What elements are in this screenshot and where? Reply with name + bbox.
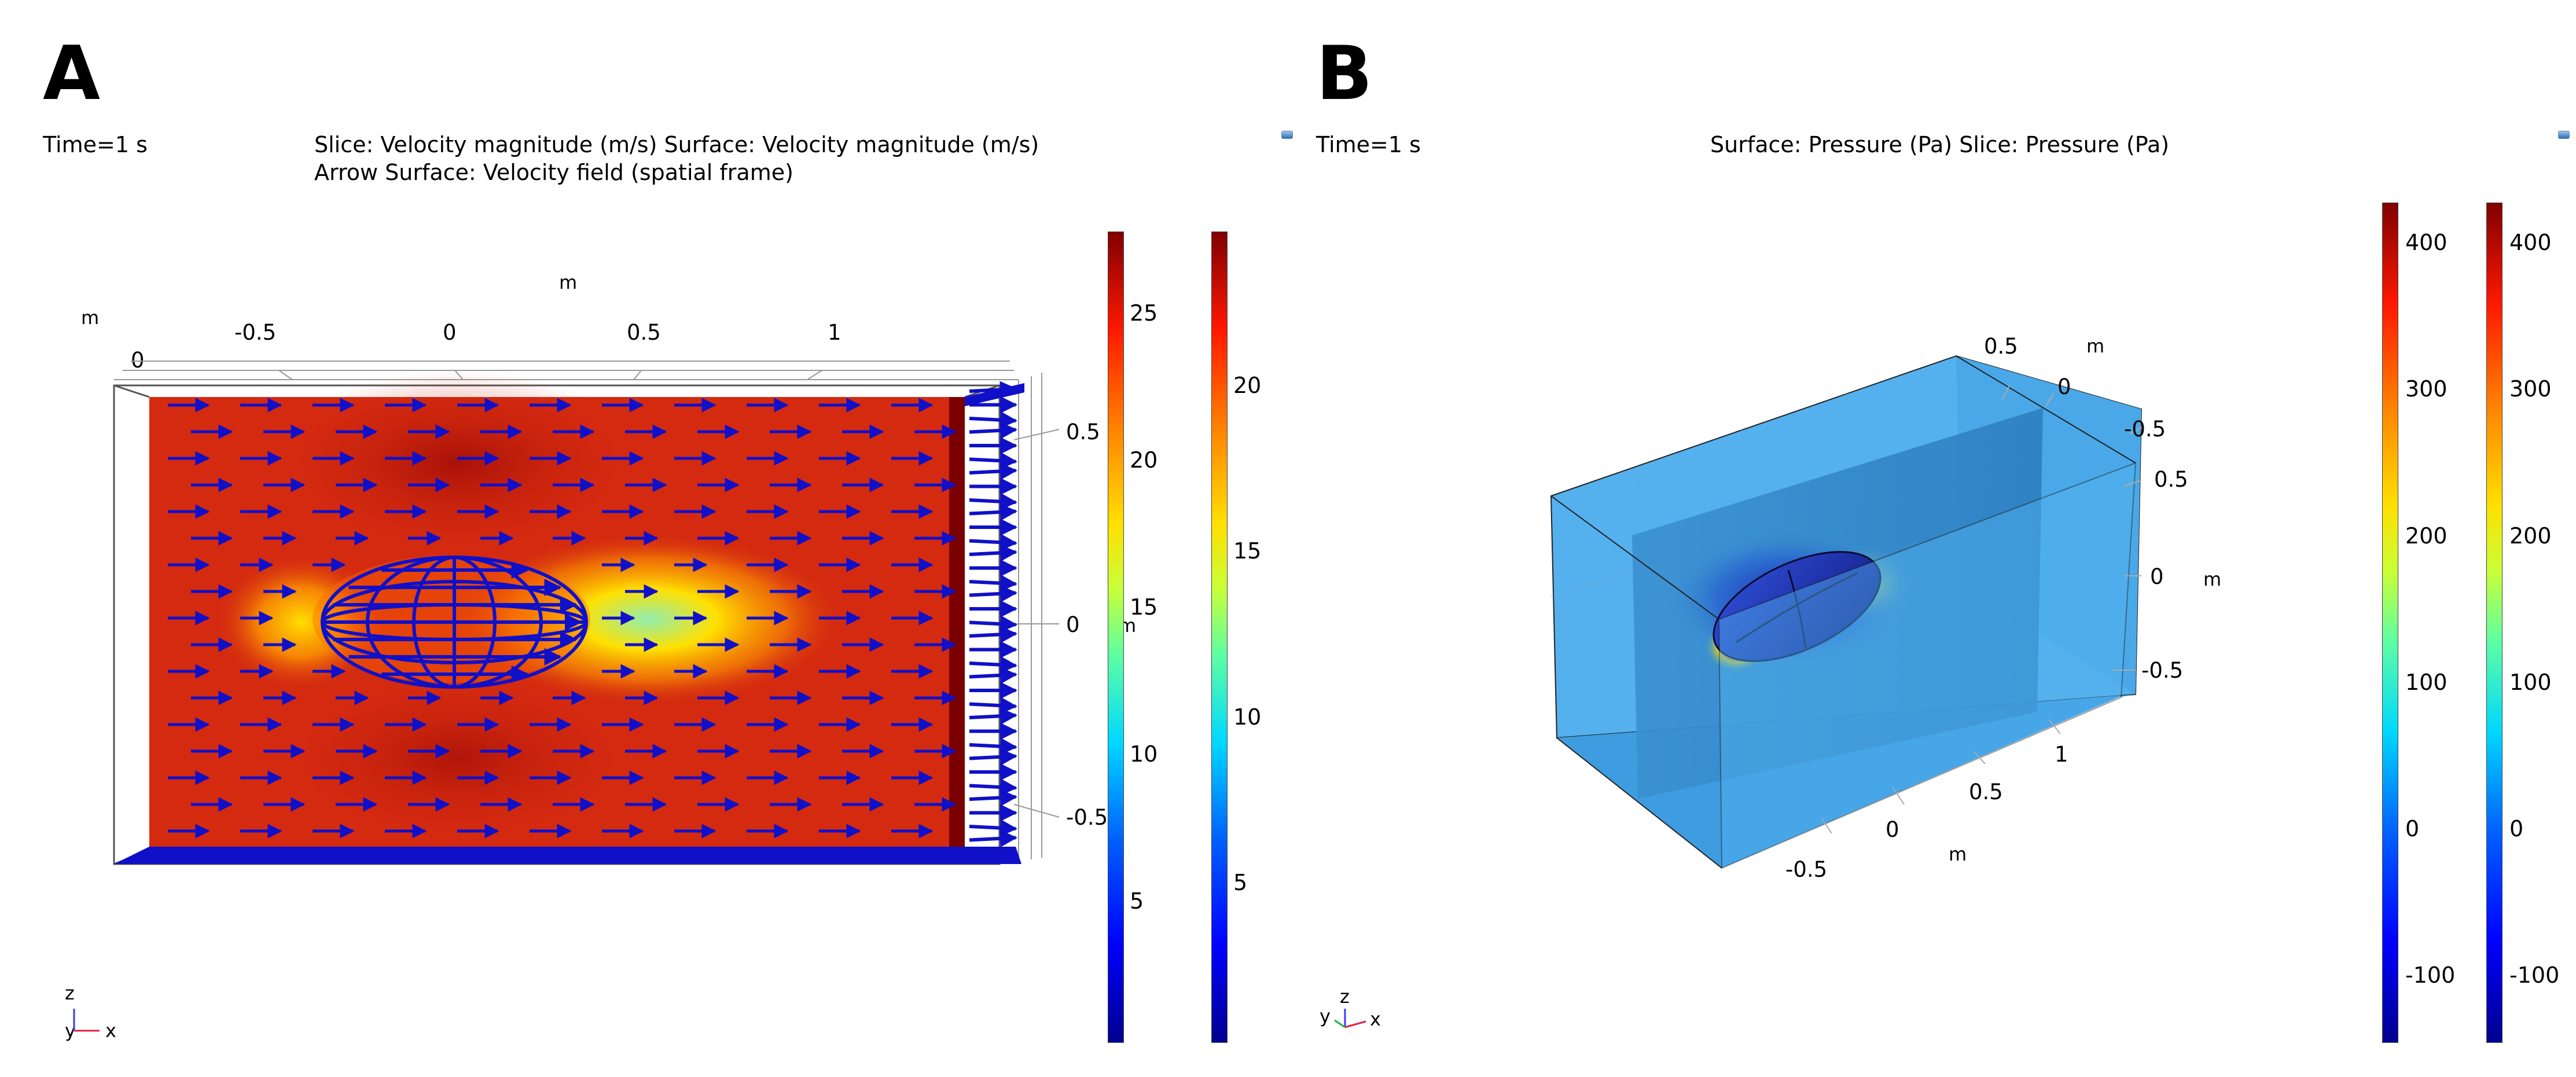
- tick-top: 0: [2057, 374, 2071, 399]
- colorbar-tick: 15: [1233, 538, 1262, 564]
- export-icon[interactable]: [2558, 131, 2570, 139]
- outlet-arrow: [969, 626, 1017, 644]
- outlet-arrow: [969, 789, 1017, 807]
- box-outline: [114, 361, 1060, 861]
- triad-y-label: y: [1320, 1005, 1331, 1027]
- outlet-arrow: [969, 829, 1017, 847]
- colorbar-tick: 200: [2405, 523, 2448, 549]
- outlet-arrow: [969, 615, 1017, 633]
- outlet-arrow: [969, 585, 1017, 602]
- unit-top: m: [2086, 335, 2105, 357]
- ellipsoid: [1713, 551, 1882, 662]
- tick-right: 0: [2150, 564, 2164, 589]
- triad-z-label: z: [65, 982, 75, 1004]
- outlet-arrow: [969, 697, 1017, 715]
- right-tick: 0: [1066, 612, 1080, 637]
- tick-right: 0.5: [2154, 467, 2188, 492]
- unit-right: m: [2203, 568, 2222, 590]
- outlet-arrow: [969, 656, 1017, 674]
- panel-b: B Time=1 s Surface: Pressure (Pa) Slice:…: [1279, 0, 2576, 1077]
- top-tick: 0.5: [627, 320, 661, 345]
- colorbar-pressure-1: [2382, 203, 2398, 1043]
- zero-tick: 0: [131, 348, 145, 373]
- outlet-arrow: [969, 778, 1017, 796]
- unit-bottom: m: [1949, 843, 1967, 865]
- outlet-arrow: [969, 503, 1017, 521]
- colorbar-tick: 10: [1233, 704, 1262, 730]
- ellipsoid-wireframe: [321, 556, 588, 689]
- triad-z-label: z: [1340, 986, 1350, 1008]
- colorbar-velocity-2: [1211, 231, 1228, 1043]
- triad-x-label: x: [105, 1020, 116, 1042]
- left-axis-unit: m: [81, 307, 100, 329]
- tick-top: 0.5: [1984, 334, 2018, 359]
- colorbar-tick: 10: [1130, 741, 1158, 767]
- panel-a-title-line2: Arrow Surface: Velocity field (spatial f…: [314, 160, 793, 185]
- panel-b-time: Time=1 s: [1316, 132, 1421, 157]
- outlet-arrow: [969, 707, 1017, 725]
- colorbar-tick: 100: [2405, 670, 2448, 695]
- colorbar-velocity-1: [1108, 231, 1124, 1043]
- outlet-arrow: [969, 574, 1017, 592]
- tick-top: -0.5: [2124, 417, 2166, 442]
- colorbar-tick: 400: [2509, 230, 2552, 255]
- outlet-arrow: [969, 411, 1017, 429]
- colorbar-tick: 25: [1130, 300, 1158, 326]
- velocity-plot: [113, 361, 1060, 865]
- colorbar-tick: -100: [2405, 962, 2456, 988]
- outlet-arrow: [969, 748, 1017, 766]
- outlet-arrow: [969, 421, 1017, 439]
- outlet-arrow: [969, 492, 1017, 510]
- panel-a-label: A: [43, 31, 101, 117]
- triad-y-label: y: [65, 1020, 76, 1042]
- colorbar-tick: 15: [1130, 594, 1158, 620]
- top-tick: -0.5: [234, 320, 277, 345]
- outlet-arrow: [969, 544, 1017, 562]
- pressure-plot: [1550, 355, 2143, 869]
- outlet-arrow: [969, 819, 1017, 837]
- tick-bottom: -0.5: [1785, 857, 1828, 882]
- colorbar-tick: 300: [2509, 376, 2552, 402]
- right-tick: 0.5: [1066, 420, 1100, 444]
- colorbar-tick: 300: [2405, 376, 2448, 402]
- outlet-arrow: [969, 462, 1017, 480]
- panel-a: A Time=1 s Slice: Velocity magnitude (m/…: [0, 0, 1293, 1077]
- outlet-arrow: [969, 534, 1017, 552]
- colorbar-tick: 0: [2405, 816, 2420, 841]
- outlet-arrow: [969, 452, 1017, 470]
- tick-right: -0.5: [2141, 658, 2184, 683]
- axis-triad-icon: [1334, 1009, 1366, 1028]
- outlet-arrow: [969, 737, 1017, 755]
- panel-a-time: Time=1 s: [43, 132, 148, 157]
- export-icon[interactable]: [1281, 131, 1293, 139]
- right-tick: -0.5: [1066, 805, 1108, 830]
- panel-b-label: B: [1316, 31, 1373, 117]
- colorbar-tick: 200: [2509, 523, 2552, 549]
- colorbar-tick: -100: [2509, 962, 2560, 988]
- colorbar-tick: 5: [1233, 870, 1248, 895]
- colorbar-tick: 100: [2509, 670, 2552, 695]
- colorbar-tick: 0: [2509, 816, 2524, 841]
- panel-a-title-line1: Slice: Velocity magnitude (m/s) Surface:…: [314, 132, 1039, 157]
- tick-bottom: 0: [1886, 817, 1899, 842]
- panel-b-title: Surface: Pressure (Pa) Slice: Pressure (…: [1710, 132, 2170, 157]
- tick-bottom: 1: [2055, 742, 2068, 767]
- colorbar-tick: 5: [1130, 888, 1144, 914]
- colorbar-tick: 20: [1130, 447, 1158, 473]
- outlet-arrow: [969, 666, 1017, 684]
- triad-x-label: x: [1370, 1008, 1381, 1030]
- axis-triad-icon: [73, 1009, 100, 1032]
- colorbar-tick: 20: [1233, 373, 1262, 398]
- colorbar-tick: 400: [2405, 230, 2448, 255]
- top-tick: 0: [443, 320, 457, 345]
- top-axis-unit: m: [559, 271, 578, 293]
- colorbar-pressure-2: [2486, 203, 2502, 1043]
- tick-bottom: 0.5: [1969, 780, 2003, 804]
- top-tick: 1: [828, 320, 841, 345]
